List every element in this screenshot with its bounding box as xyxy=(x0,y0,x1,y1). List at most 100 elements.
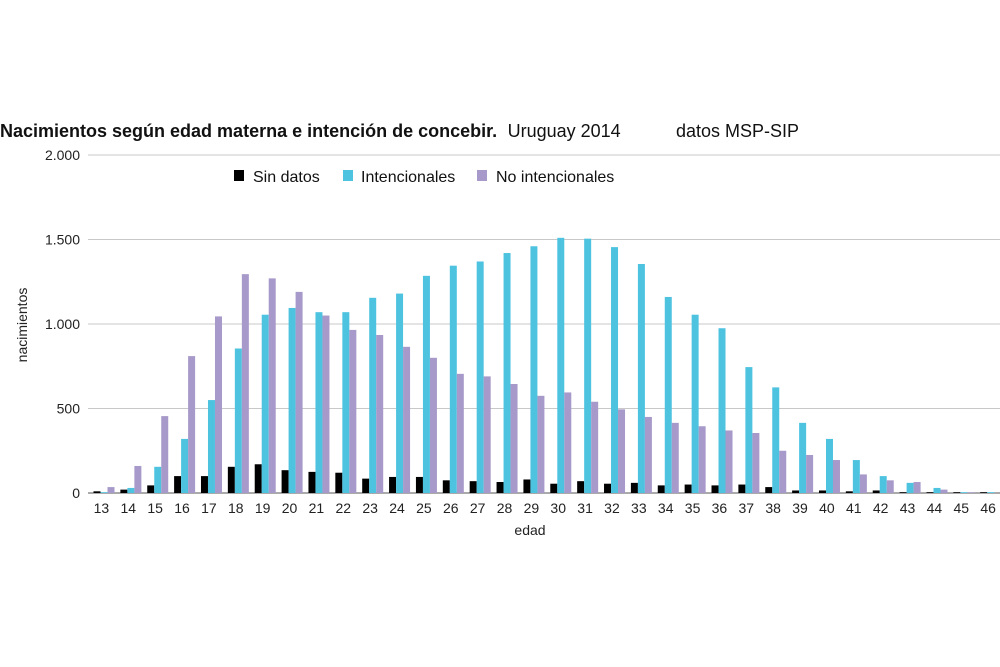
legend-label-sin-datos: Sin datos xyxy=(253,169,320,186)
bar-intencionales-13 xyxy=(100,492,108,493)
bar-sin-datos-24 xyxy=(389,476,397,493)
bar-sin-datos-16 xyxy=(174,476,182,493)
bar-sin-datos-21 xyxy=(308,471,316,493)
x-tick-label-41: 41 xyxy=(846,500,862,516)
x-tick-label-33: 33 xyxy=(631,500,647,516)
y-tick-label-0: 0 xyxy=(72,485,80,501)
bar-no-intencionales-41 xyxy=(859,474,867,493)
bar-no-intencionales-45 xyxy=(967,492,975,493)
bar-sin-datos-35 xyxy=(684,484,692,493)
bar-sin-datos-27 xyxy=(469,481,477,493)
bar-no-intencionales-32 xyxy=(618,409,626,493)
x-tick-label-19: 19 xyxy=(255,500,271,516)
bar-no-intencionales-27 xyxy=(483,376,491,493)
bar-intencionales-26 xyxy=(449,265,457,493)
x-tick-label-39: 39 xyxy=(792,500,808,516)
bar-sin-datos-18 xyxy=(227,466,235,493)
bar-intencionales-32 xyxy=(611,247,619,493)
x-tick-label-15: 15 xyxy=(147,500,163,516)
bar-no-intencionales-13 xyxy=(107,487,115,493)
x-tick-label-38: 38 xyxy=(765,500,781,516)
x-tick-label-16: 16 xyxy=(174,500,190,516)
bar-sin-datos-42 xyxy=(872,490,880,493)
x-tick-label-25: 25 xyxy=(416,500,432,516)
bar-intencionales-46 xyxy=(987,492,995,493)
bar-no-intencionales-31 xyxy=(591,401,599,493)
x-tick-label-45: 45 xyxy=(953,500,969,516)
bars xyxy=(93,237,995,493)
bar-intencionales-25 xyxy=(422,275,430,493)
x-tick-label-14: 14 xyxy=(121,500,137,516)
x-tick-labels: 13 14 15 16 17 18 19 20 21 22 23 24 25 26 27 28 29 30 31 32… xyxy=(94,500,996,516)
y-tick-label-1500: 1.500 xyxy=(45,232,80,248)
y-tick-label-500: 500 xyxy=(57,401,81,417)
bar-intencionales-23 xyxy=(369,297,377,493)
bar-sin-datos-33 xyxy=(630,482,638,493)
bar-intencionales-45 xyxy=(960,492,968,493)
y-tick-label-1000: 1.000 xyxy=(45,316,80,332)
bar-no-intencionales-23 xyxy=(376,334,384,493)
bar-intencionales-29 xyxy=(530,246,538,493)
bar-intencionales-33 xyxy=(637,264,645,493)
bar-no-intencionales-21 xyxy=(322,315,330,493)
x-tick-label-28: 28 xyxy=(497,500,513,516)
bar-no-intencionales-40 xyxy=(832,460,840,493)
bar-no-intencionales-15 xyxy=(161,416,169,493)
bar-sin-datos-13 xyxy=(93,491,101,493)
bar-intencionales-16 xyxy=(181,438,189,493)
bar-no-intencionales-24 xyxy=(403,346,411,493)
bar-intencionales-17 xyxy=(207,400,215,493)
bar-no-intencionales-44 xyxy=(940,489,948,493)
x-tick-label-40: 40 xyxy=(819,500,835,516)
bar-sin-datos-45 xyxy=(953,492,961,493)
x-tick-label-42: 42 xyxy=(873,500,889,516)
x-tick-label-43: 43 xyxy=(900,500,916,516)
legend-swatch-no-intencionales xyxy=(477,170,487,181)
x-tick-label-24: 24 xyxy=(389,500,405,516)
bar-no-intencionales-19 xyxy=(268,278,276,493)
bar-intencionales-31 xyxy=(584,238,592,493)
bar-sin-datos-29 xyxy=(523,479,531,493)
bar-intencionales-34 xyxy=(664,296,672,493)
x-tick-label-17: 17 xyxy=(201,500,217,516)
bar-sin-datos-40 xyxy=(818,490,826,493)
bar-sin-datos-36 xyxy=(711,485,719,493)
bar-intencionales-20 xyxy=(288,307,296,493)
bar-sin-datos-38 xyxy=(765,487,773,493)
x-tick-label-26: 26 xyxy=(443,500,459,516)
bar-intencionales-22 xyxy=(342,312,350,493)
bar-sin-datos-37 xyxy=(738,484,746,493)
bar-no-intencionales-17 xyxy=(214,316,222,493)
bar-sin-datos-30 xyxy=(550,483,558,493)
bar-intencionales-19 xyxy=(261,314,269,493)
bar-sin-datos-39 xyxy=(792,490,800,493)
bar-sin-datos-14 xyxy=(120,489,128,493)
legend-swatch-intencionales xyxy=(343,170,353,181)
x-tick-label-21: 21 xyxy=(309,500,325,516)
bar-no-intencionales-29 xyxy=(537,395,545,493)
x-tick-label-34: 34 xyxy=(658,500,674,516)
x-tick-label-37: 37 xyxy=(739,500,755,516)
bar-no-intencionales-39 xyxy=(806,454,814,493)
x-tick-label-27: 27 xyxy=(470,500,486,516)
bar-sin-datos-44 xyxy=(926,492,934,493)
bar-no-intencionales-38 xyxy=(779,450,787,493)
y-axis-label: nacimientos xyxy=(14,288,30,363)
legend: Sin datos Intencionales No intencionales xyxy=(234,169,614,186)
bar-intencionales-15 xyxy=(154,466,162,493)
bar-sin-datos-22 xyxy=(335,472,343,493)
bar-intencionales-24 xyxy=(396,293,404,493)
bar-sin-datos-46 xyxy=(980,492,988,493)
bar-intencionales-43 xyxy=(906,482,914,493)
bar-sin-datos-15 xyxy=(147,485,155,493)
bar-intencionales-35 xyxy=(691,314,699,493)
bar-intencionales-28 xyxy=(503,253,511,493)
x-tick-label-29: 29 xyxy=(524,500,540,516)
x-tick-label-30: 30 xyxy=(550,500,566,516)
x-tick-label-20: 20 xyxy=(282,500,298,516)
y-tick-label-2000: 2.000 xyxy=(45,147,80,163)
bar-sin-datos-43 xyxy=(899,492,907,493)
bar-no-intencionales-14 xyxy=(134,465,142,493)
bar-intencionales-36 xyxy=(718,328,726,493)
